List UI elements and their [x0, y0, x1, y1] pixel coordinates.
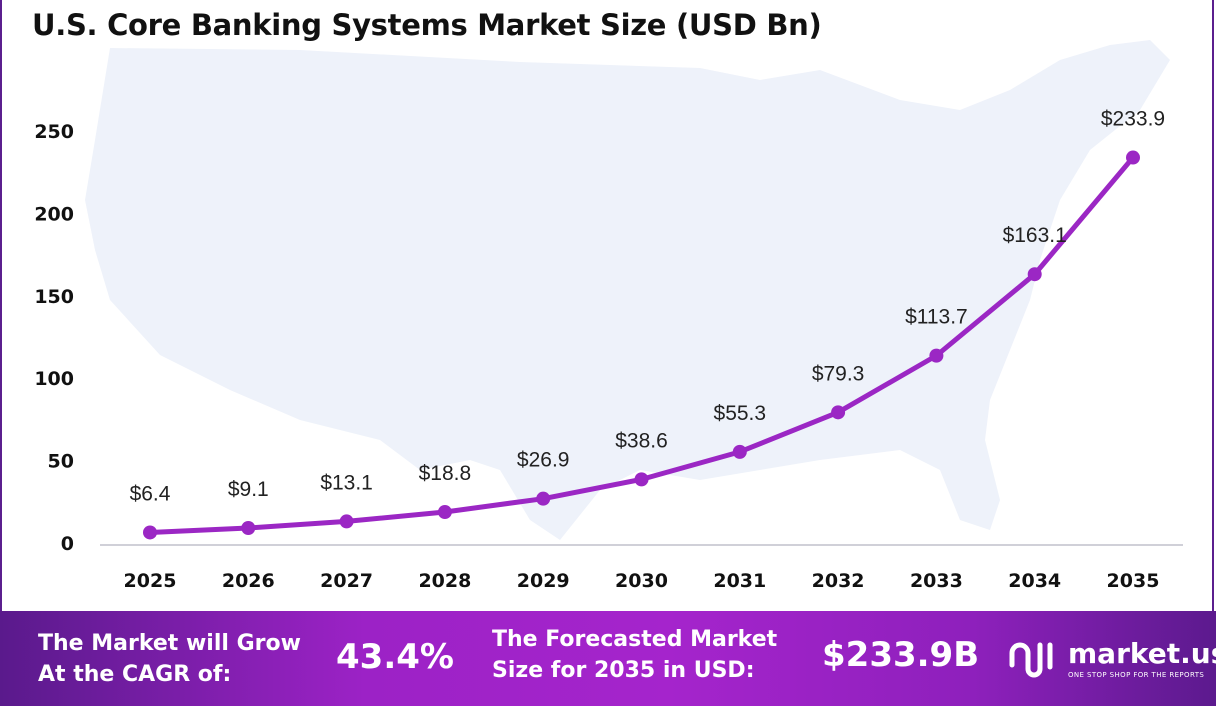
us-map-silhouette: [85, 40, 1170, 540]
cagr-label: The Market will Grow At the CAGR of:: [38, 628, 301, 690]
market-us-logo-icon: [1009, 642, 1053, 678]
forecast-value: $233.9B: [822, 635, 980, 675]
cagr-label-line2: At the CAGR of:: [38, 662, 232, 687]
data-point: [536, 491, 551, 506]
x-tick-label: 2027: [320, 570, 373, 592]
data-point: [732, 444, 747, 459]
data-label: $6.4: [130, 482, 171, 505]
x-tick-label: 2030: [615, 570, 668, 592]
forecast-label-line1: The Forecasted Market: [492, 627, 778, 652]
data-label: $38.6: [615, 429, 668, 452]
x-tick-label: 2029: [517, 570, 570, 592]
data-label: $79.3: [812, 362, 865, 385]
x-tick-label: 2033: [910, 570, 963, 592]
forecast-label: The Forecasted Market Size for 2035 in U…: [492, 624, 777, 686]
market-us-logo: market.us ONE STOP SHOP FOR THE REPORTS: [1006, 635, 1216, 683]
y-tick-label: 50: [48, 451, 74, 473]
data-point: [1126, 150, 1140, 165]
x-tick-label: 2025: [124, 570, 177, 592]
data-label: $13.1: [320, 471, 373, 494]
y-tick-label: 250: [34, 121, 74, 143]
data-label: $9.1: [228, 478, 269, 501]
logo-tagline: ONE STOP SHOP FOR THE REPORTS: [1068, 671, 1205, 679]
data-label: $113.7: [905, 306, 968, 329]
data-point: [1027, 267, 1042, 282]
x-tick-label: 2034: [1008, 570, 1061, 592]
x-tick-label: 2028: [418, 570, 471, 592]
x-tick-label: 2032: [812, 570, 865, 592]
data-point: [339, 514, 354, 529]
data-label: $18.8: [419, 462, 472, 485]
x-tick-label: 2035: [1107, 570, 1160, 592]
data-point: [437, 505, 452, 520]
data-label: $26.9: [517, 449, 570, 472]
y-tick-label: 100: [34, 368, 74, 390]
y-tick-label: 0: [61, 533, 74, 555]
data-point: [634, 472, 649, 487]
x-tick-label: 2031: [713, 570, 766, 592]
data-point: [831, 405, 846, 420]
data-label: $163.1: [1003, 224, 1067, 247]
y-tick-label: 150: [34, 286, 74, 308]
cagr-value: 43.4%: [336, 637, 454, 677]
summary-banner: The Market will Grow At the CAGR of: 43.…: [0, 611, 1216, 706]
data-point: [143, 525, 157, 540]
data-point: [929, 348, 944, 363]
y-tick-label: 200: [34, 203, 74, 225]
data-label: $233.9: [1101, 108, 1165, 131]
x-tick-label: 2026: [222, 570, 275, 592]
chart-title: U.S. Core Banking Systems Market Size (U…: [32, 8, 822, 42]
cagr-label-line1: The Market will Grow: [38, 631, 301, 656]
chart-frame: [0, 0, 1214, 611]
forecast-label-line2: Size for 2035 in USD:: [492, 658, 755, 683]
logo-name: market.us: [1068, 637, 1216, 670]
data-point: [241, 521, 256, 536]
line-chart: 0 50 100 150 200 250 2025 2026 2027 2028 2029 2030 2…: [34, 40, 1183, 592]
data-label: $55.3: [714, 402, 767, 425]
